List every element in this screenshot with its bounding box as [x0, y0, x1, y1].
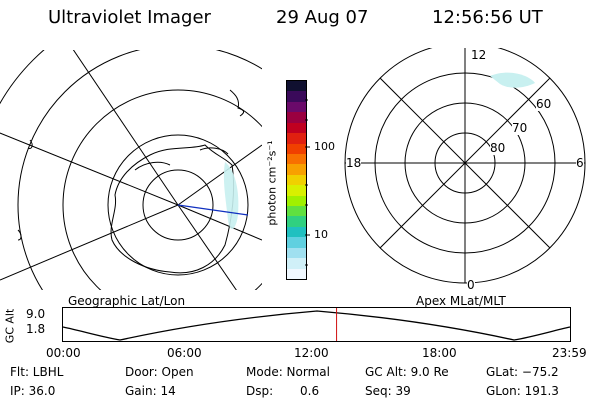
apex-panel-label: Apex MLat/MLT [416, 294, 506, 308]
colorbar-segment [287, 143, 306, 154]
gc-alt-axis-label: GC Alt [3, 308, 17, 344]
glat-readout: GLat: −75.2 [486, 365, 559, 379]
mlat-label-80: 80 [490, 141, 506, 155]
colorbar-segment [287, 164, 306, 175]
colorbar-label: photon cm⁻²s⁻¹ [265, 140, 279, 226]
time-tick-0600: 06:00 [167, 346, 202, 360]
colorbar-segment [287, 112, 306, 123]
dsp-value: 0.6 [300, 384, 320, 398]
time-tick-1800: 18:00 [422, 346, 457, 360]
gain-readout: Gain: 14 [125, 384, 176, 398]
instrument-title: Ultraviolet Imager [48, 7, 211, 28]
time-tick-1200: 12:00 [294, 346, 329, 360]
glon-readout: GLon: 191.3 [486, 384, 559, 398]
mlt-label-12: 12 [471, 48, 487, 62]
colorbar-segment [287, 258, 306, 269]
time-tick-0000: 00:00 [46, 346, 81, 360]
altitude-plot [62, 307, 571, 342]
polar-mlt-plot [344, 48, 586, 284]
gc-alt-tick-low: 1.8 [26, 322, 46, 336]
colorbar-segment [287, 81, 306, 92]
dsp-label: Dsp: [246, 384, 274, 398]
colorbar-segment [287, 122, 306, 134]
colorbar-segment [287, 101, 306, 113]
colorbar-segment [287, 195, 306, 207]
colorbar-tick-100: 100 [314, 140, 335, 153]
colorbar-segment [287, 247, 306, 259]
ip-readout: IP: 36.0 [10, 384, 56, 398]
gc-alt-readout: GC Alt: 9.0 Re [365, 365, 449, 379]
time-label: 12:56:56 UT [432, 7, 543, 28]
colorbar-segment [287, 268, 306, 279]
mlt-label-18: 18 [346, 156, 362, 170]
geographic-map [0, 50, 262, 290]
date-label: 29 Aug 07 [276, 7, 369, 28]
geographic-panel-label: Geographic Lat/Lon [68, 294, 186, 308]
colorbar-segment [287, 133, 306, 144]
colorbar-segment [287, 174, 306, 186]
colorbar-segment [287, 226, 306, 238]
mode-readout: Mode: Normal [246, 365, 330, 379]
mlat-label-70: 70 [512, 121, 528, 135]
colorbar-segment [287, 216, 306, 227]
colorbar-segment [287, 153, 306, 165]
colorbar-segment [287, 185, 306, 196]
colorbar-segment [287, 206, 306, 217]
time-tick-2359: 23:59 [552, 346, 587, 360]
door-readout: Door: Open [125, 365, 194, 379]
seq-readout: Seq: 39 [365, 384, 411, 398]
filter-readout: Flt: LBHL [10, 365, 64, 379]
colorbar-tick-10: 10 [314, 228, 328, 241]
mlt-label-0: 0 [467, 278, 475, 292]
colorbar [286, 80, 307, 280]
colorbar-segment [287, 237, 306, 248]
gc-alt-tick-high: 9.0 [26, 307, 46, 321]
mlat-label-60: 60 [536, 97, 552, 111]
colorbar-ticks [305, 99, 310, 266]
mlt-label-6: 6 [576, 156, 584, 170]
colorbar-segment [287, 91, 306, 102]
